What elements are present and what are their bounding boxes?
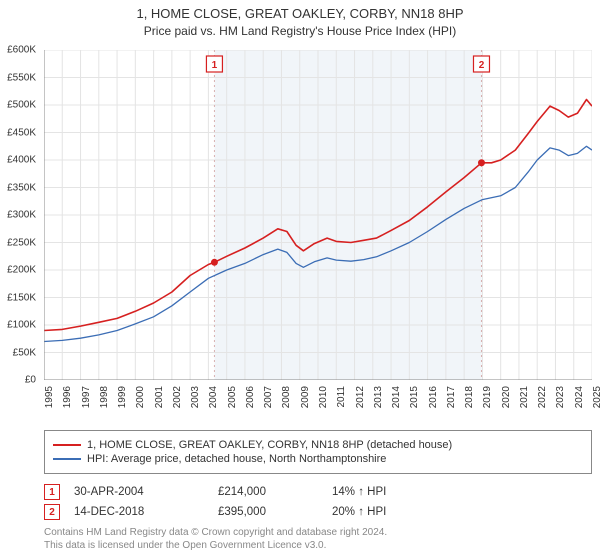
x-tick-label: 2012 [355, 386, 366, 408]
svg-text:2: 2 [479, 60, 485, 71]
x-tick-label: 2023 [555, 386, 566, 408]
y-tick-label: £250K [7, 237, 36, 248]
footer-line1: Contains HM Land Registry data © Crown c… [44, 526, 592, 539]
y-tick-label: £400K [7, 155, 36, 166]
y-axis-ticks: £0£50K£100K£150K£200K£250K£300K£350K£400… [0, 50, 40, 380]
sale-hpi: 14% ↑ HPI [332, 486, 472, 498]
y-tick-label: £300K [7, 210, 36, 221]
chart-container: 1, HOME CLOSE, GREAT OAKLEY, CORBY, NN18… [0, 0, 600, 560]
x-tick-label: 2009 [300, 386, 311, 408]
x-tick-label: 1999 [117, 386, 128, 408]
x-tick-label: 2019 [482, 386, 493, 408]
svg-text:1: 1 [212, 60, 218, 71]
x-tick-label: 2002 [172, 386, 183, 408]
x-tick-label: 2022 [537, 386, 548, 408]
sale-row: 2 14-DEC-2018 £395,000 20% ↑ HPI [44, 504, 592, 520]
chart-title-address: 1, HOME CLOSE, GREAT OAKLEY, CORBY, NN18… [0, 6, 600, 21]
x-tick-label: 2008 [281, 386, 292, 408]
y-tick-label: £0 [25, 375, 36, 386]
title-block: 1, HOME CLOSE, GREAT OAKLEY, CORBY, NN18… [0, 0, 600, 38]
footer-line2: This data is licensed under the Open Gov… [44, 539, 592, 552]
x-tick-label: 2005 [227, 386, 238, 408]
y-tick-label: £500K [7, 100, 36, 111]
y-tick-label: £50K [13, 347, 36, 358]
y-tick-label: £450K [7, 127, 36, 138]
legend-item-subject: 1, HOME CLOSE, GREAT OAKLEY, CORBY, NN18… [53, 439, 583, 451]
sale-marker: 1 [44, 484, 60, 500]
sales-table: 1 30-APR-2004 £214,000 14% ↑ HPI 2 14-DEC-201… [44, 480, 592, 524]
x-tick-label: 2013 [373, 386, 384, 408]
x-tick-label: 2000 [135, 386, 146, 408]
legend: 1, HOME CLOSE, GREAT OAKLEY, CORBY, NN18… [44, 430, 592, 474]
y-tick-label: £350K [7, 182, 36, 193]
x-tick-label: 1997 [81, 386, 92, 408]
sale-marker: 2 [44, 504, 60, 520]
sale-price: £395,000 [218, 506, 328, 518]
x-tick-label: 2020 [501, 386, 512, 408]
legend-swatch-hpi [53, 458, 81, 459]
sale-hpi: 20% ↑ HPI [332, 506, 472, 518]
y-tick-label: £150K [7, 292, 36, 303]
x-tick-label: 2001 [154, 386, 165, 408]
plot-area: 12 [44, 50, 592, 380]
x-tick-label: 1996 [62, 386, 73, 408]
footer: Contains HM Land Registry data © Crown c… [44, 526, 592, 552]
legend-item-hpi: HPI: Average price, detached house, Nort… [53, 453, 583, 465]
x-tick-label: 2010 [318, 386, 329, 408]
legend-label-hpi: HPI: Average price, detached house, Nort… [87, 453, 386, 465]
x-tick-label: 2018 [464, 386, 475, 408]
x-tick-label: 2016 [428, 386, 439, 408]
x-tick-label: 2003 [190, 386, 201, 408]
y-tick-label: £550K [7, 72, 36, 83]
sale-date: 30-APR-2004 [74, 486, 214, 498]
x-tick-label: 2006 [245, 386, 256, 408]
sale-date: 14-DEC-2018 [74, 506, 214, 518]
y-tick-label: £100K [7, 320, 36, 331]
legend-swatch-subject [53, 444, 81, 446]
x-tick-label: 2011 [336, 386, 347, 408]
x-tick-label: 2017 [446, 386, 457, 408]
x-tick-label: 2015 [409, 386, 420, 408]
chart-subtitle: Price paid vs. HM Land Registry's House … [0, 24, 600, 38]
y-tick-label: £200K [7, 265, 36, 276]
legend-label-subject: 1, HOME CLOSE, GREAT OAKLEY, CORBY, NN18… [87, 439, 452, 451]
x-axis-ticks: 1995 1996 1997 1998 1999 2000 2001 2002 2003 2004… [44, 382, 592, 432]
y-tick-label: £600K [7, 45, 36, 56]
x-tick-label: 2021 [519, 386, 530, 408]
x-tick-label: 2007 [263, 386, 274, 408]
x-tick-label: 2024 [574, 386, 585, 408]
x-tick-label: 2004 [208, 386, 219, 408]
x-tick-label: 1998 [99, 386, 110, 408]
chart-svg: 12 [44, 50, 592, 380]
x-tick-label: 2014 [391, 386, 402, 408]
sale-price: £214,000 [218, 486, 328, 498]
x-tick-label: 1995 [44, 386, 55, 408]
x-tick-label: 2025 [592, 386, 600, 408]
sale-row: 1 30-APR-2004 £214,000 14% ↑ HPI [44, 484, 592, 500]
